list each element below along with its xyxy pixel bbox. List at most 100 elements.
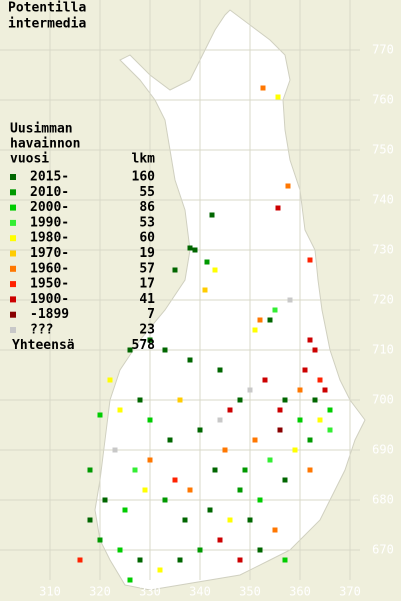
legend-heading: havainnon [10, 137, 80, 152]
observation-cell [167, 437, 173, 443]
observation-cell [307, 437, 313, 443]
observation-cell [327, 407, 333, 413]
legend-swatch [10, 281, 16, 288]
observation-cell [292, 447, 298, 453]
observation-cell [177, 397, 183, 403]
legend-label: 1970- [30, 246, 69, 261]
observation-cell [227, 407, 233, 413]
observation-cell [227, 517, 233, 523]
y-tick-label: 750 [372, 143, 394, 157]
observation-cell [237, 557, 243, 563]
legend-count: 60 [139, 231, 155, 246]
observation-cell [257, 497, 263, 503]
observation-cell [147, 457, 153, 463]
observation-cell [217, 537, 223, 543]
observation-cell [262, 377, 268, 383]
y-tick-label: 740 [372, 193, 394, 207]
observation-cell [257, 317, 263, 323]
y-tick-label: 770 [372, 43, 394, 57]
legend-swatch [10, 265, 16, 272]
observation-cell [272, 527, 278, 533]
legend-label: 1900- [30, 292, 69, 307]
observation-cell [137, 397, 143, 403]
y-tick-label: 700 [372, 393, 394, 407]
observation-cell [172, 477, 178, 483]
observation-cell [127, 347, 133, 353]
legend-swatch [10, 250, 16, 257]
observation-cell [202, 287, 208, 293]
observation-cell [267, 457, 273, 463]
observation-cell [187, 357, 193, 363]
observation-cell [77, 557, 83, 563]
legend-count: 53 [139, 215, 155, 230]
observation-cell [117, 547, 123, 553]
legend-swatch [10, 311, 16, 318]
legend-heading: vuosi [10, 152, 49, 167]
observation-cell [162, 347, 168, 353]
observation-cell [252, 327, 258, 333]
observation-cell [267, 317, 273, 323]
legend-label: 1960- [30, 261, 69, 276]
observation-cell [247, 387, 253, 393]
legend: 2015- 160 2010- 55 2000- 86 1990- 53 1980- 60 1970… [10, 170, 155, 353]
observation-cell [237, 487, 243, 493]
observation-cell [257, 547, 263, 553]
observation-cell [132, 467, 138, 473]
observation-cell [242, 467, 248, 473]
legend-count: 19 [139, 246, 155, 261]
legend-label: 1950- [30, 277, 69, 292]
observation-cell [247, 517, 253, 523]
observation-cell [275, 94, 281, 100]
x-tick-label: 330 [139, 585, 161, 599]
legend-count: 23 [139, 323, 155, 338]
observation-cell [307, 257, 313, 263]
observation-cell [147, 417, 153, 423]
observation-cell [282, 557, 288, 563]
observation-cell [217, 367, 223, 373]
grid [0, 0, 360, 580]
observation-cell [237, 397, 243, 403]
legend-label: 2010- [30, 185, 69, 200]
observation-cell [112, 447, 118, 453]
observation-cell [275, 205, 281, 211]
observation-cell [322, 387, 328, 393]
observation-cell [272, 307, 278, 313]
observation-cell [102, 497, 108, 503]
legend-swatch [10, 189, 16, 196]
legend-label: 2015- [30, 170, 69, 185]
y-tick-label: 680 [372, 493, 394, 507]
observation-cell [317, 417, 323, 423]
legend-count: 7 [147, 307, 155, 322]
legend-label: 2000- [30, 200, 69, 215]
observation-cell [260, 85, 266, 91]
observation-cell [207, 507, 213, 513]
legend-swatch [10, 327, 16, 333]
observation-cell [127, 577, 133, 583]
observation-cell [317, 377, 323, 383]
legend-swatch [10, 219, 16, 226]
legend-swatch [10, 174, 16, 180]
observation-cell [197, 427, 203, 433]
observation-cell [297, 387, 303, 393]
y-tick-label: 720 [372, 293, 394, 307]
observation-cell [204, 259, 210, 265]
observation-cell [87, 467, 93, 473]
observation-cell [122, 507, 128, 513]
title-line: Potentilla [8, 1, 86, 16]
observation-cell [137, 557, 143, 563]
observation-cell [142, 487, 148, 493]
observation-cell [217, 417, 223, 423]
legend-count: 86 [139, 200, 155, 215]
observation-cell [209, 212, 215, 218]
x-tick-label: 320 [89, 585, 111, 599]
observation-cell [87, 517, 93, 523]
observation-cell [197, 547, 203, 553]
observation-cell [297, 417, 303, 423]
legend-total: 578 [132, 338, 156, 353]
legend-count: 160 [132, 170, 156, 185]
legend-label: -1899 [30, 307, 69, 322]
x-tick-label: 370 [339, 585, 361, 599]
legend-count: 57 [139, 261, 155, 276]
observation-cell [252, 437, 258, 443]
